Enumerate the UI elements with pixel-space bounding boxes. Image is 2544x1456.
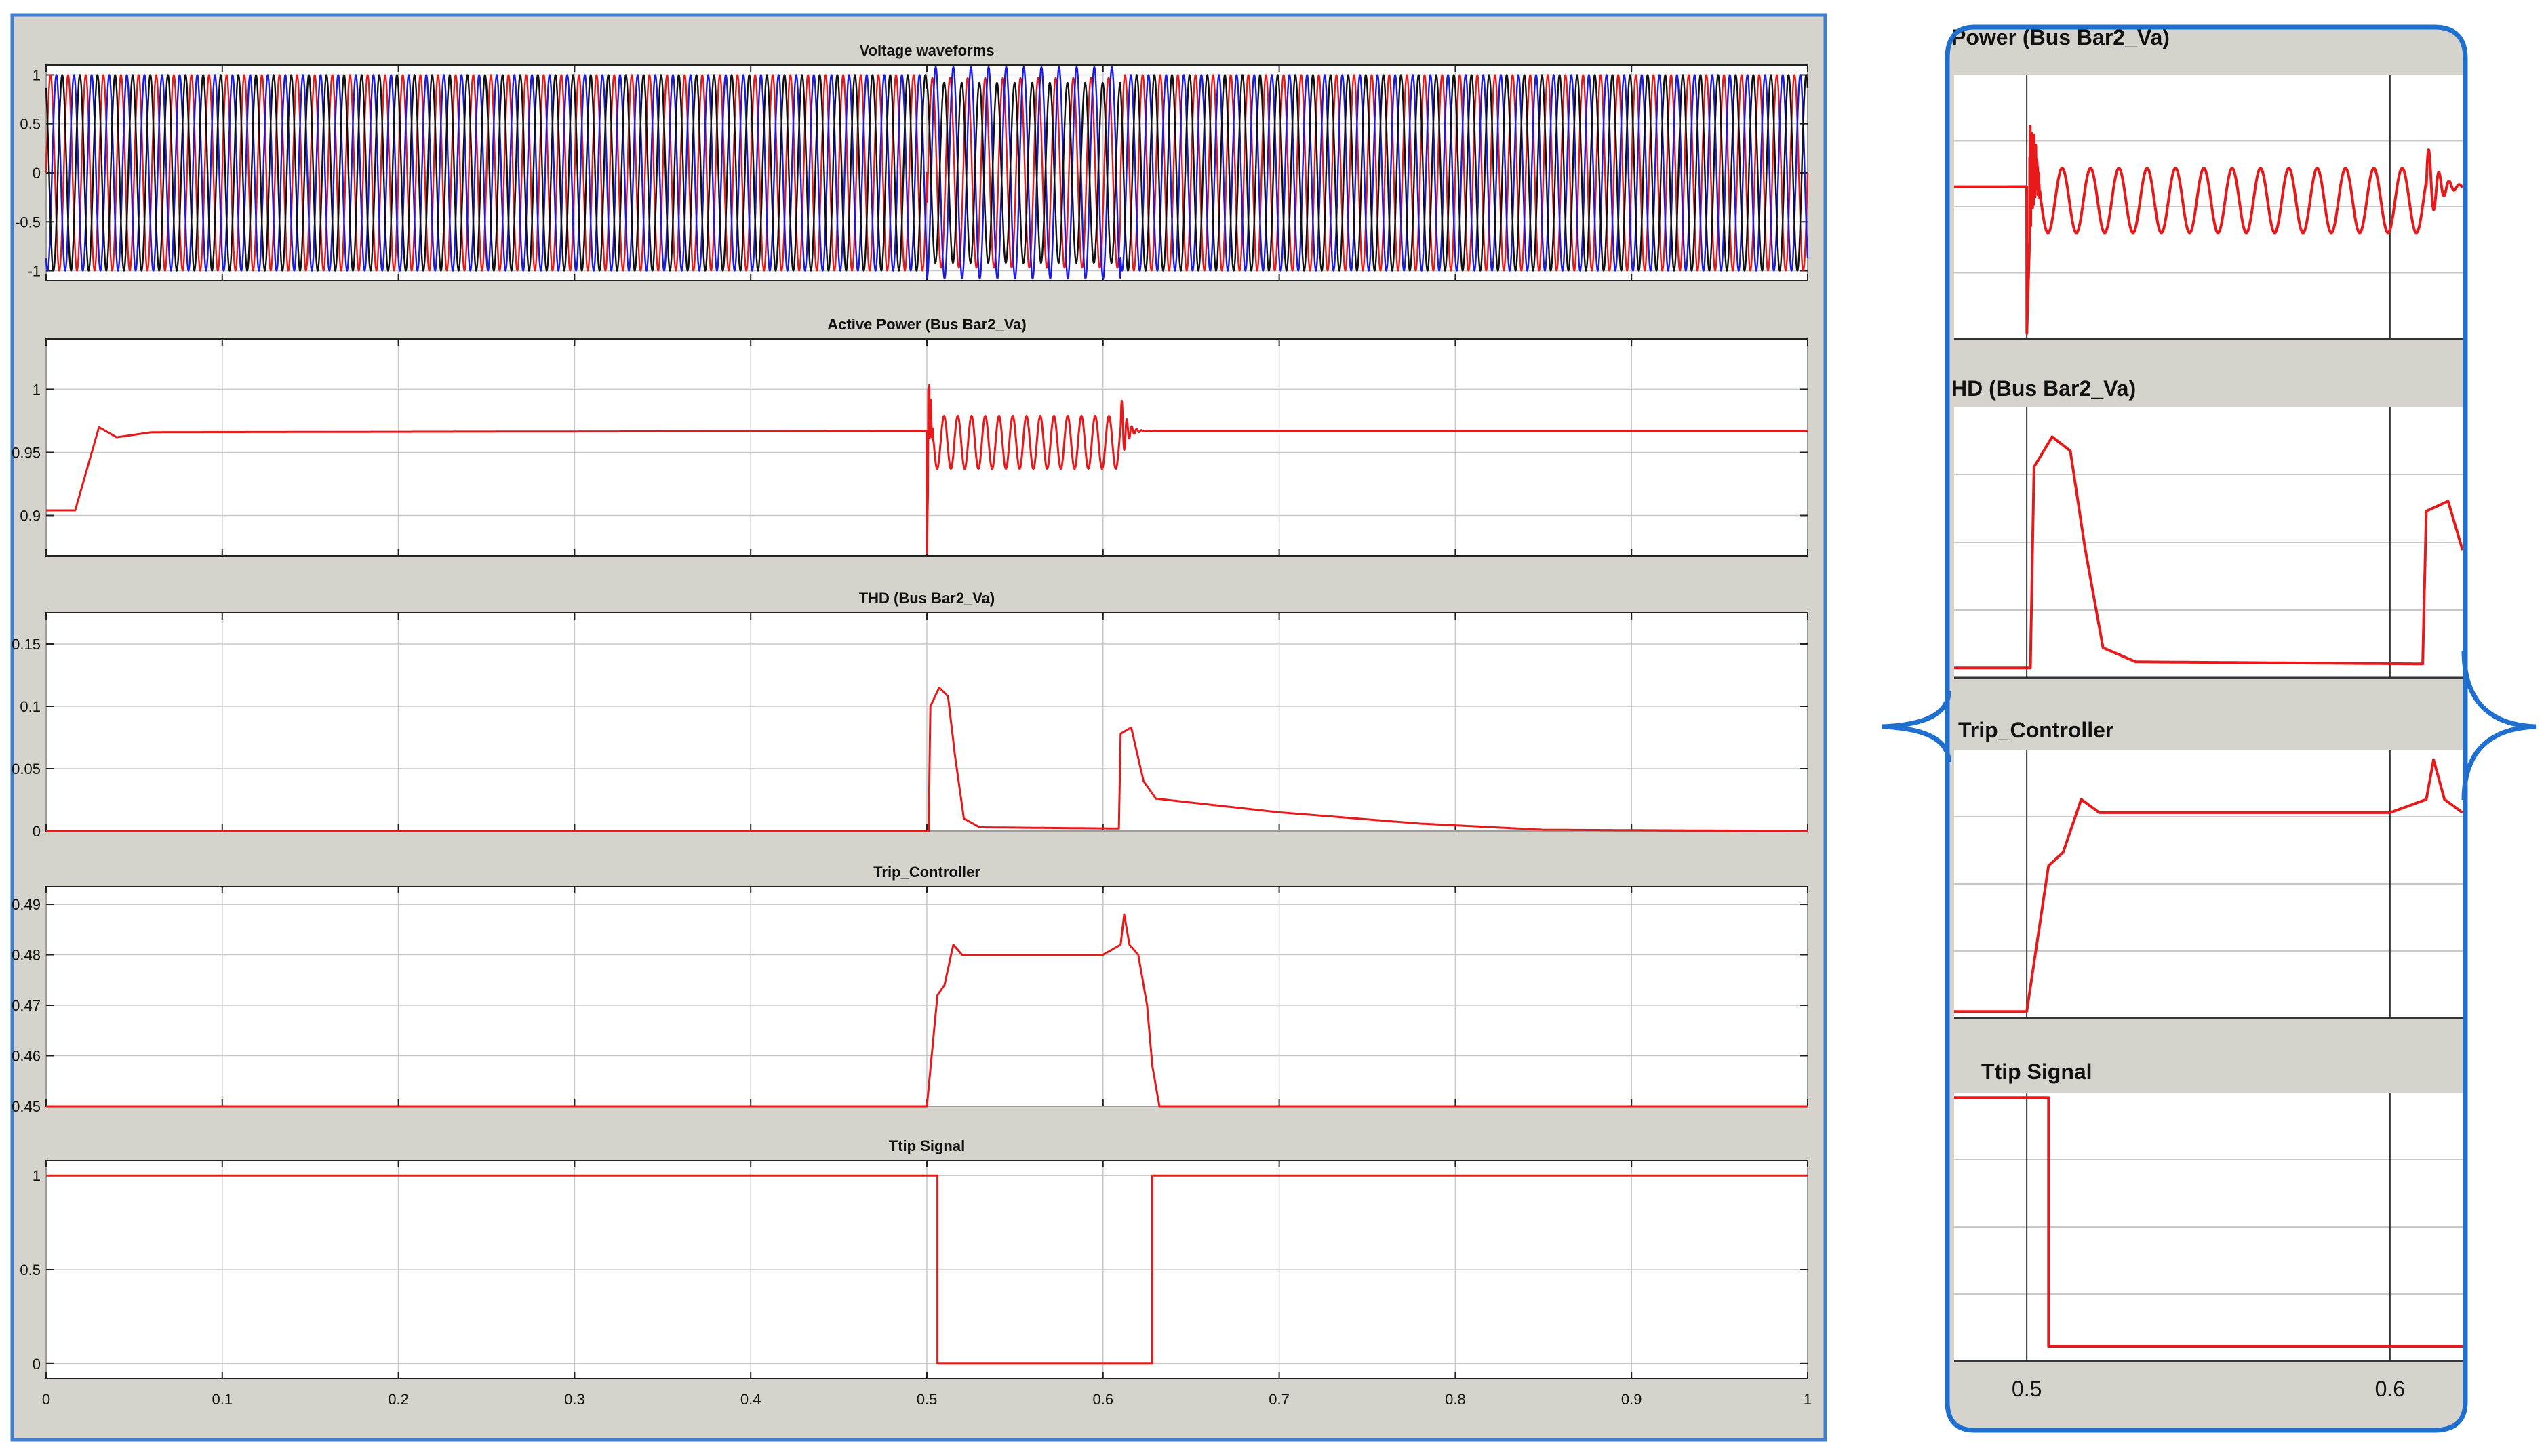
y-tick-label: 0.95 [12, 444, 41, 461]
x-tick-label: 0.1 [212, 1391, 233, 1408]
y-tick-label: 0.1 [20, 698, 41, 715]
zoom-plot-4: Ttip Signal [1954, 1059, 2463, 1361]
x-tick-label: 0.3 [564, 1391, 585, 1408]
plot-3: 0.15 0.1 0.05 0 THD (Bus Bar2_Va) [12, 590, 1808, 840]
y-tick-label: 0.15 [12, 636, 41, 653]
y-tick-label: 0.49 [12, 896, 41, 913]
zoom-plot-2: HD (Bus Bar2_Va) [1951, 376, 2463, 678]
x-tick-label: 0.5 [917, 1391, 938, 1408]
y-tick-label: 1 [33, 1167, 41, 1184]
y-tick-label: 0.5 [20, 116, 41, 133]
x-tick-label: 0.4 [740, 1391, 761, 1408]
y-tick-label: 0 [33, 1356, 41, 1373]
zoom-x-tick-label: 0.5 [2012, 1377, 2042, 1401]
y-tick-label: 0.9 [20, 507, 41, 524]
y-tick-label: 1 [33, 381, 41, 398]
plot-title: Active Power (Bus Bar2_Va) [827, 316, 1026, 333]
x-tick-label: 0 [42, 1391, 50, 1408]
x-tick-label: 0.8 [1445, 1391, 1466, 1408]
x-tick-label: 0.7 [1269, 1391, 1290, 1408]
y-tick-label: 0.5 [20, 1261, 41, 1278]
y-tick-label: -1 [27, 263, 41, 280]
y-tick-label: 1 [33, 66, 41, 83]
plot-1: 1 0.5 0 -0.5 -1 Voltage waveforms [15, 42, 1808, 281]
x-tick-label: 0.6 [1093, 1391, 1114, 1408]
zoom-panel: Power (Bus Bar2_Va)HD (Bus Bar2_Va)Trip_… [1882, 25, 2536, 1430]
plot-title: Trip_Controller [873, 864, 980, 881]
x-tick-label: 1 [1804, 1391, 1812, 1408]
y-tick-label: 0.45 [12, 1098, 41, 1115]
y-tick-label: -0.5 [15, 214, 41, 230]
main-scope-panel: 1 0.5 0 -0.5 -1 Voltage waveforms 1 0.95 0.9 Acti… [12, 15, 1825, 1440]
y-tick-label: 0.47 [12, 997, 41, 1014]
zoom-brace-left [1882, 691, 1949, 762]
plot-title: Voltage waveforms [860, 42, 995, 59]
y-tick-label: 0.05 [12, 761, 41, 777]
y-tick-label: 0 [33, 823, 41, 840]
y-tick-label: 0.46 [12, 1048, 41, 1065]
zoom-brace-right [2464, 651, 2536, 800]
y-tick-label: 0 [33, 165, 41, 182]
zoom-plot-title: HD (Bus Bar2_Va) [1951, 376, 2136, 401]
x-tick-label: 0.2 [388, 1391, 409, 1408]
y-tick-label: 0.48 [12, 947, 41, 964]
plot-4: 0.49 0.48 0.47 0.46 0.45 Trip_Controller [12, 864, 1808, 1115]
zoom-plot-title: Trip_Controller [1958, 718, 2113, 742]
plot-title: THD (Bus Bar2_Va) [859, 590, 995, 607]
x-tick-label: 0.9 [1621, 1391, 1642, 1408]
zoom-plot-title: Ttip Signal [1981, 1059, 2092, 1084]
zoom-plot-3: Trip_Controller [1954, 718, 2463, 1018]
zoom-x-tick-label: 0.6 [2375, 1377, 2405, 1401]
plot-title: Ttip Signal [889, 1137, 965, 1154]
plot-2: 1 0.95 0.9 Active Power (Bus Bar2_Va) [12, 316, 1808, 556]
plot-5: 1 0.5 0 Ttip Signal [20, 1137, 1808, 1379]
